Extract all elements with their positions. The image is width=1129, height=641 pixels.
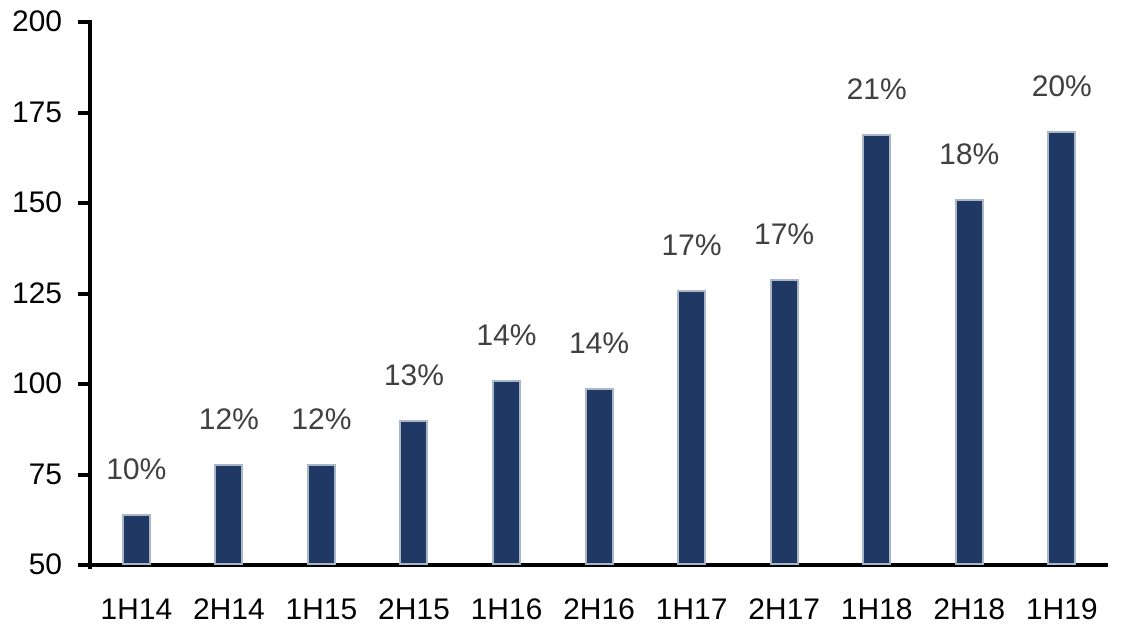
bar (214, 463, 244, 565)
y-axis-tick-label: 125 (11, 276, 62, 310)
x-axis-tick-label: 2H15 (378, 593, 450, 626)
x-axis-tick-label: 1H19 (1025, 593, 1098, 626)
x-axis-tick-label: 2H14 (192, 593, 265, 626)
bar-value-label: 14% (568, 326, 630, 360)
x-axis-tick-label: 1H15 (285, 593, 358, 626)
y-axis-tick (78, 20, 90, 24)
x-axis-line (78, 563, 1108, 567)
bar-value-label: 17% (661, 228, 722, 262)
bar (399, 420, 429, 565)
y-axis-tick-label: 200 (11, 5, 62, 38)
y-axis-line (88, 20, 92, 569)
y-axis-tick (78, 291, 90, 296)
y-axis-tick-label: 150 (11, 186, 62, 219)
bar-value-label: 10% (106, 453, 167, 487)
bar-value-label: 14% (476, 319, 537, 353)
bar (862, 134, 892, 565)
x-axis-tick-label: 2H16 (563, 593, 635, 626)
bar (954, 199, 984, 565)
y-axis-tick-label: 175 (11, 95, 62, 129)
bar-value-label: 18% (939, 138, 1000, 172)
x-axis-tick-label: 1H14 (100, 593, 173, 626)
x-axis-tick-label: 2H18 (933, 593, 1006, 626)
y-axis-tick (78, 201, 90, 205)
y-axis-tick-label: 100 (11, 367, 62, 400)
y-axis-tick-label: 50 (28, 548, 62, 581)
bar-value-label: 17% (754, 218, 815, 252)
bar (769, 279, 799, 565)
bar-value-label: 20% (1031, 69, 1092, 103)
y-axis-tick (78, 472, 90, 477)
bar (584, 387, 614, 565)
bar (491, 380, 521, 565)
y-axis-tick (78, 382, 90, 386)
y-axis-tick-label: 75 (28, 457, 62, 491)
bar-value-label: 12% (198, 402, 259, 436)
bar-value-label: 21% (846, 73, 907, 107)
bar-value-label: 13% (383, 359, 444, 393)
bar (677, 289, 707, 565)
y-axis-tick (78, 110, 90, 115)
bar-value-label: 12% (291, 402, 352, 436)
x-axis-tick-label: 1H16 (470, 593, 543, 626)
bar (1047, 130, 1077, 565)
x-axis-tick-label: 1H17 (655, 593, 728, 626)
bar (121, 514, 151, 565)
bar (306, 463, 336, 565)
x-axis-tick-label: 1H18 (840, 593, 913, 626)
y-axis-tick (78, 563, 90, 567)
x-axis-tick-label: 2H17 (748, 593, 820, 626)
